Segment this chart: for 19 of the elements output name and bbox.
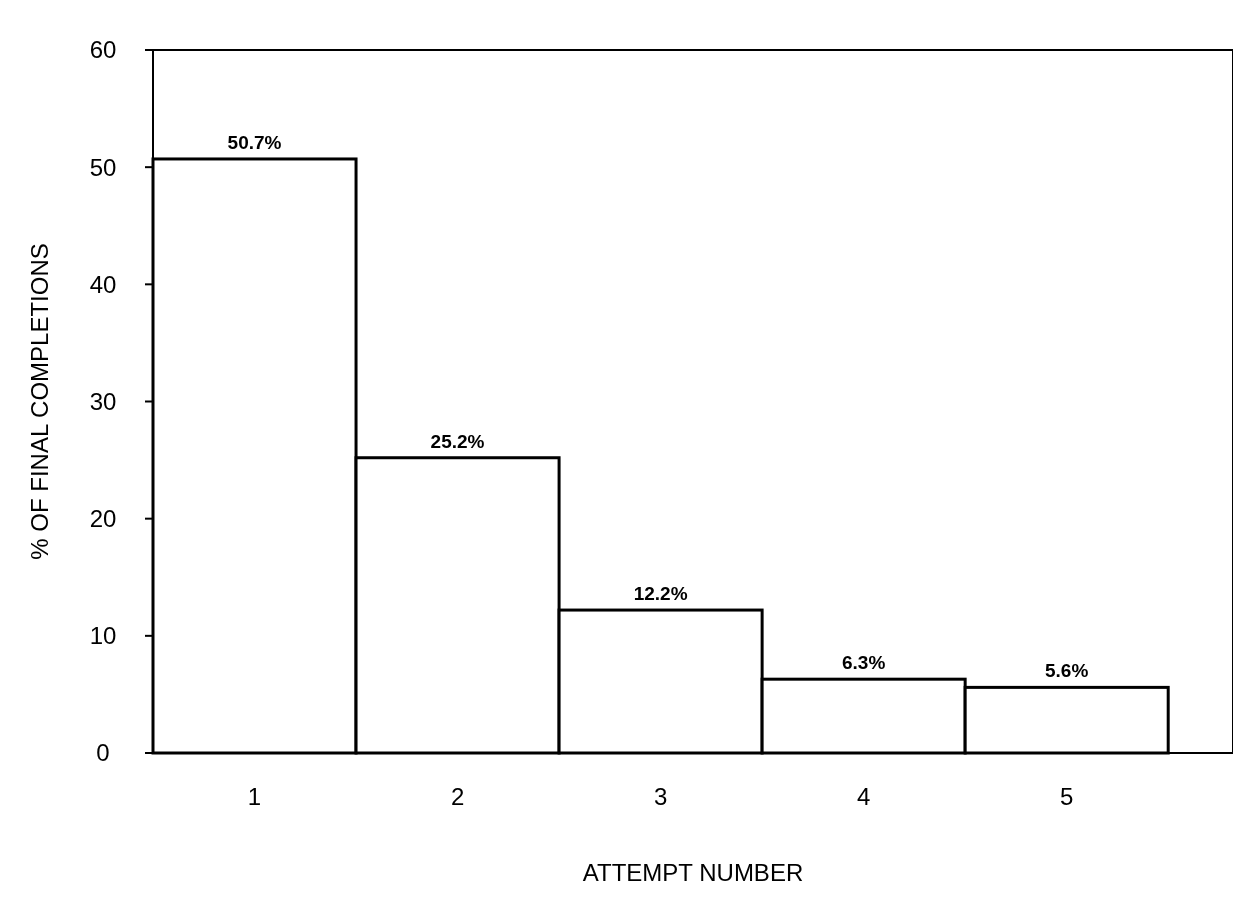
y-axis-title: % OF FINAL COMPLETIONS bbox=[26, 243, 53, 560]
data-label: 25.2% bbox=[430, 430, 485, 452]
y-tick-label: 20 bbox=[89, 505, 117, 533]
y-tick-label: 50 bbox=[89, 153, 117, 181]
x-axis-title: ATTEMPT NUMBER bbox=[582, 859, 804, 886]
x-tick-label: 2 bbox=[450, 783, 465, 810]
y-tick-label: 10 bbox=[89, 622, 117, 650]
y-tick-label: 30 bbox=[89, 387, 117, 415]
x-tick-label: 5 bbox=[1060, 783, 1074, 810]
y-tick-label: 0 bbox=[96, 739, 110, 767]
x-tick-label: 4 bbox=[856, 783, 871, 810]
data-label: 12.2% bbox=[633, 583, 688, 605]
y-tick-label: 40 bbox=[89, 270, 117, 298]
data-label: 50.7% bbox=[227, 131, 282, 153]
y-tick-label: 60 bbox=[89, 36, 117, 64]
x-tick-label: 3 bbox=[653, 783, 668, 810]
data-label: 6.3% bbox=[841, 652, 886, 674]
x-tick-label: 1 bbox=[247, 783, 262, 810]
data-label: 5.6% bbox=[1045, 660, 1089, 682]
